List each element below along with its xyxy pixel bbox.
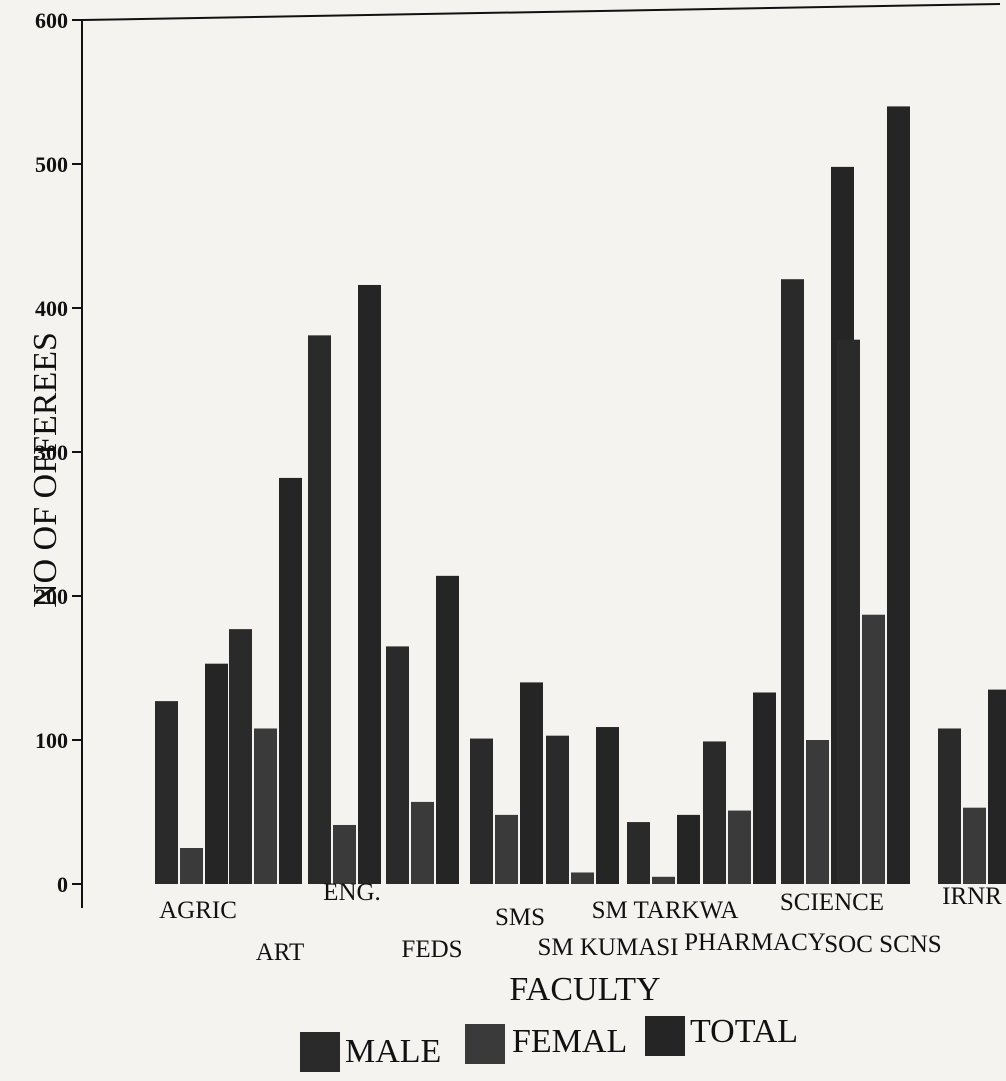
x-tick-label: ART bbox=[256, 939, 305, 966]
bar-male-science bbox=[781, 279, 804, 884]
x-tick-label: FEDS bbox=[401, 936, 462, 963]
bar-femal-agric bbox=[180, 848, 203, 884]
bar-male-feds bbox=[386, 646, 409, 884]
y-tick-label: 400 bbox=[35, 296, 68, 321]
y-tick-label: 500 bbox=[35, 152, 68, 177]
bar-total-irnr bbox=[988, 689, 1006, 884]
legend: MALE FEMAL TOTAL bbox=[300, 1013, 798, 1072]
bar-total-sm-tarkwa bbox=[677, 814, 700, 884]
legend-label-total: TOTAL bbox=[690, 1013, 798, 1050]
legend-swatch-femal bbox=[465, 1024, 505, 1064]
bar-total-soc-scns bbox=[887, 106, 910, 884]
bar-male-irnr bbox=[938, 728, 961, 884]
top-axis-line bbox=[81, 3, 1001, 21]
x-tick-label: AGRIC bbox=[159, 897, 237, 924]
bar-femal-pharmacy bbox=[728, 810, 751, 884]
bar-total-sms bbox=[520, 682, 543, 884]
bar-male-agric bbox=[155, 701, 178, 884]
bars bbox=[155, 106, 1006, 885]
bar-femal-irnr bbox=[963, 807, 986, 884]
legend-swatch-male bbox=[300, 1032, 340, 1072]
y-ticks: 0 100 200 300 400 500 600 bbox=[35, 8, 82, 897]
x-tick-label: SOC SCNS bbox=[824, 931, 941, 958]
y-tick-label: 200 bbox=[35, 584, 68, 609]
x-tick-label: ENG. bbox=[323, 879, 381, 906]
axes bbox=[81, 3, 1001, 908]
bar-total-feds bbox=[436, 575, 459, 884]
bar-total-pharmacy bbox=[753, 692, 776, 884]
y-tick-label: 300 bbox=[35, 440, 68, 465]
bar-total-eng bbox=[358, 284, 381, 885]
bar-femal-sm-kumasi bbox=[571, 872, 594, 884]
y-axis-title: NO OF OFFEREES bbox=[27, 332, 64, 608]
x-tick-label: IRNR bbox=[942, 883, 1002, 910]
bar-total-sm-kumasi bbox=[596, 727, 619, 884]
y-tick-label: 600 bbox=[35, 8, 68, 33]
bar-male-art bbox=[229, 629, 252, 884]
bar-male-sm-kumasi bbox=[546, 735, 569, 884]
bar-total-art bbox=[279, 477, 302, 884]
bar-femal-art bbox=[254, 728, 277, 884]
y-tick-label: 0 bbox=[57, 872, 68, 897]
bar-male-soc-scns bbox=[837, 339, 860, 884]
x-tick-label: SM KUMASI bbox=[537, 934, 678, 961]
category-labels: AGRIC ART ENG. FEDS SMS SM KUMASI SM TARKWA PHA… bbox=[159, 879, 1002, 966]
x-axis-title: FACULTY bbox=[509, 971, 660, 1008]
bar-femal-science bbox=[806, 740, 829, 884]
legend-label-male: MALE bbox=[345, 1033, 441, 1070]
bar-femal-eng bbox=[333, 824, 356, 884]
bar-femal-sm-tarkwa bbox=[652, 876, 675, 884]
bar-male-sms bbox=[470, 738, 493, 884]
bar-femal-soc-scns bbox=[862, 614, 885, 884]
bar-male-sm-tarkwa bbox=[627, 822, 650, 884]
x-tick-label: SCIENCE bbox=[780, 889, 884, 916]
bar-male-eng bbox=[308, 335, 331, 884]
y-tick-label: 100 bbox=[35, 728, 68, 753]
bar-femal-sms bbox=[495, 814, 518, 884]
bar-femal-feds bbox=[411, 801, 434, 884]
bar-male-pharmacy bbox=[703, 741, 726, 884]
legend-swatch-total bbox=[645, 1016, 685, 1056]
bar-total-agric bbox=[205, 663, 228, 884]
x-tick-label: SM TARKWA bbox=[592, 897, 739, 924]
x-tick-label: PHARMACY bbox=[684, 929, 826, 956]
x-tick-label: SMS bbox=[495, 904, 545, 931]
legend-label-femal: FEMAL bbox=[512, 1023, 627, 1060]
